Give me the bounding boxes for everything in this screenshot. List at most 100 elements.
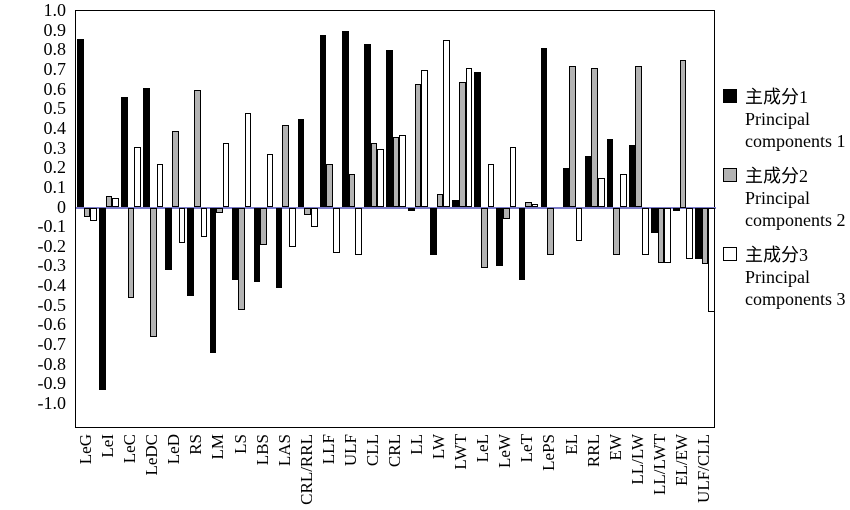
bar-LePS-pc1 — [540, 48, 548, 208]
legend-label: 主成分3 Principal components 3 — [745, 245, 846, 309]
bar-CLL-pc1 — [364, 44, 371, 208]
bar-LW-pc3 — [443, 40, 451, 208]
y-axis-tick-label: -0.6 — [37, 314, 67, 335]
bar-RRL-pc1 — [584, 156, 592, 208]
x-axis-label-LeD: LeD — [164, 434, 184, 465]
bar-CRL/RRL-pc2 — [304, 207, 312, 216]
bar-EL-pc1 — [562, 168, 570, 208]
y-axis-tick-label: 0.6 — [43, 78, 67, 99]
x-axis-label-EL: EL — [561, 434, 581, 455]
bar-ULF/CLL-pc1 — [695, 207, 702, 259]
bar-CLL-pc2 — [370, 142, 378, 208]
bar-LeD-pc1 — [165, 207, 172, 271]
x-axis-label-CRL: CRL — [385, 434, 404, 468]
bar-CRL-pc1 — [386, 50, 393, 208]
bar-EL/EW-pc3 — [686, 207, 693, 259]
bar-LL/LWT-pc3 — [664, 207, 671, 263]
bar-LM-pc2 — [216, 207, 223, 214]
bar-ULF/CLL-pc2 — [701, 207, 709, 265]
bar-CRL/RRL-pc1 — [297, 119, 305, 208]
bar-LL/LWT-pc1 — [650, 207, 658, 234]
bar-LBS-pc1 — [253, 207, 261, 283]
bar-LWT-pc2 — [458, 81, 466, 208]
x-axis-label-LL/LW: LL/LW — [627, 434, 647, 485]
y-axis-tick-label: -0.7 — [37, 334, 67, 355]
bar-LWT-pc3 — [465, 67, 473, 208]
legend-label: 主成分1 Principal components 1 — [745, 87, 846, 151]
x-axis-label-LeT: LeT — [517, 434, 537, 463]
x-axis-label-LeI: LeI — [98, 434, 118, 458]
legend-swatch-icon — [723, 168, 737, 182]
bar-LeL-pc1 — [474, 71, 481, 208]
bar-LAS-pc2 — [282, 124, 289, 208]
bar-EW-pc1 — [606, 138, 614, 208]
bar-ULF/CLL-pc3 — [708, 207, 715, 312]
bar-LePS-pc2 — [547, 207, 554, 255]
x-axis-label-LW: LW — [429, 434, 449, 460]
x-axis-label-CLL: CLL — [362, 434, 382, 467]
bar-LeDC-pc2 — [149, 207, 157, 338]
bar-LeC-pc3 — [134, 146, 142, 208]
y-axis-tick-label: 0.8 — [43, 39, 67, 60]
x-axis-label-CRL/RRL: CRL/RRL — [296, 434, 316, 505]
y-axis-tick-label: -0.1 — [37, 216, 67, 237]
bar-LS-pc3 — [244, 113, 252, 208]
x-axis-label-LWT: LWT — [451, 434, 471, 470]
x-axis-label-RRL: RRL — [583, 434, 603, 468]
bar-LL/LWT-pc2 — [657, 207, 665, 263]
y-axis-tick-label: 0.1 — [43, 176, 67, 197]
y-axis-tick-label: 0.2 — [43, 157, 67, 178]
bar-LeC-pc1 — [121, 97, 128, 208]
x-axis-label-LBS: LBS — [252, 434, 272, 466]
bar-LeI-pc2 — [105, 195, 113, 208]
bar-EW-pc2 — [613, 207, 620, 255]
bar-LL-pc1 — [408, 207, 415, 212]
y-axis-tick-label: 0.7 — [43, 58, 67, 79]
bar-LWT-pc1 — [452, 199, 459, 208]
bar-LeT-pc1 — [518, 207, 526, 281]
bar-LeDC-pc3 — [156, 164, 164, 208]
bar-LeG-pc2 — [83, 207, 91, 218]
bar-CRL-pc2 — [392, 136, 400, 208]
bar-LBS-pc2 — [260, 207, 267, 245]
bar-LeG-pc3 — [90, 207, 97, 222]
bar-RRL-pc3 — [597, 178, 605, 208]
bar-LBS-pc3 — [266, 154, 274, 208]
y-axis-tick-label: -0.2 — [37, 235, 67, 256]
bar-RS-pc2 — [194, 89, 201, 208]
bar-LL/LW-pc3 — [642, 207, 649, 255]
legend-swatch-icon — [723, 247, 737, 261]
bar-LW-pc2 — [436, 193, 444, 208]
y-axis-tick-label: 0.3 — [43, 137, 67, 158]
y-axis-tick-label: 0.5 — [43, 98, 67, 119]
bar-LeI-pc1 — [99, 207, 106, 391]
x-axis-label-LS: LS — [230, 434, 250, 454]
bar-EL/EW-pc1 — [672, 207, 680, 212]
bar-EL-pc3 — [575, 207, 583, 241]
y-axis-tick-label: -0.3 — [37, 255, 67, 276]
bar-LeD-pc3 — [178, 207, 186, 243]
bar-LeL-pc3 — [487, 164, 495, 208]
bar-LeL-pc2 — [480, 207, 488, 269]
bar-LS-pc2 — [238, 207, 245, 310]
bar-LLF-pc2 — [326, 164, 334, 208]
x-axis-label-LLF: LLF — [318, 434, 338, 465]
bar-LLF-pc3 — [333, 207, 340, 253]
bar-CLL-pc3 — [377, 148, 384, 208]
bar-LLF-pc1 — [319, 34, 327, 208]
legend-item-pc1: 主成分1 Principal components 1 — [723, 86, 850, 156]
bar-LAS-pc3 — [288, 207, 296, 247]
x-axis-label-RS: RS — [186, 434, 206, 455]
bar-LL/LW-pc1 — [628, 144, 636, 208]
legend-item-pc2: 主成分2 Principal components 2 — [723, 165, 850, 235]
bar-LeW-pc1 — [496, 207, 504, 267]
plot-area — [75, 10, 716, 428]
y-axis-tick-label: -0.9 — [37, 373, 67, 394]
zero-axis-line — [76, 206, 716, 209]
bar-RRL-pc2 — [591, 67, 598, 208]
legend-swatch-icon — [723, 89, 737, 103]
x-axis-label-LAS: LAS — [274, 434, 294, 467]
y-axis-tick-label: -0.4 — [37, 275, 67, 296]
bar-ULF-pc1 — [341, 30, 349, 208]
